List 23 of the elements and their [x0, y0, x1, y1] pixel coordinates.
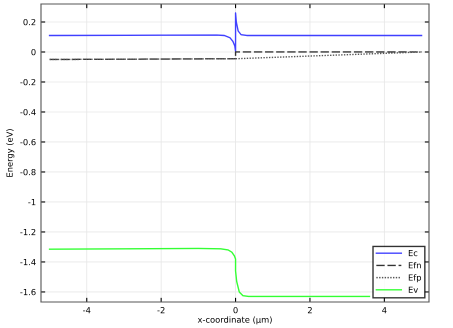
y-tick-label: -0.8	[20, 168, 36, 176]
x-tick-label: 4	[382, 307, 387, 314]
x-axis-title: x-coordinate (µm)	[198, 316, 272, 324]
y-tick-label: -1.4	[20, 259, 36, 266]
x-tick-label: -2	[157, 307, 164, 314]
y-tick-label: -1.2	[20, 228, 36, 236]
y-axis-title: Energy (eV)	[6, 129, 14, 177]
y-tick-label: -1	[28, 199, 36, 206]
y-tick-label: -0.6	[20, 138, 36, 146]
x-tick-label: 2	[308, 307, 312, 314]
x-tick-label: -4	[83, 307, 90, 314]
y-tick-label: 0	[31, 48, 36, 56]
legend-label: Ev	[408, 286, 418, 293]
legend-label: Efp	[408, 274, 422, 282]
y-tick-label: 0.2	[23, 18, 36, 26]
line-series	[48, 248, 370, 298]
y-tick-label: -0.4	[20, 108, 36, 116]
line-series	[48, 12, 422, 52]
x-tick-label: 0	[233, 307, 238, 314]
legend-label: Efn	[408, 262, 421, 268]
y-tick-label: -1.6	[20, 288, 36, 296]
legend-label: Ec	[408, 250, 418, 256]
y-tick-label: -0.2	[20, 78, 36, 86]
